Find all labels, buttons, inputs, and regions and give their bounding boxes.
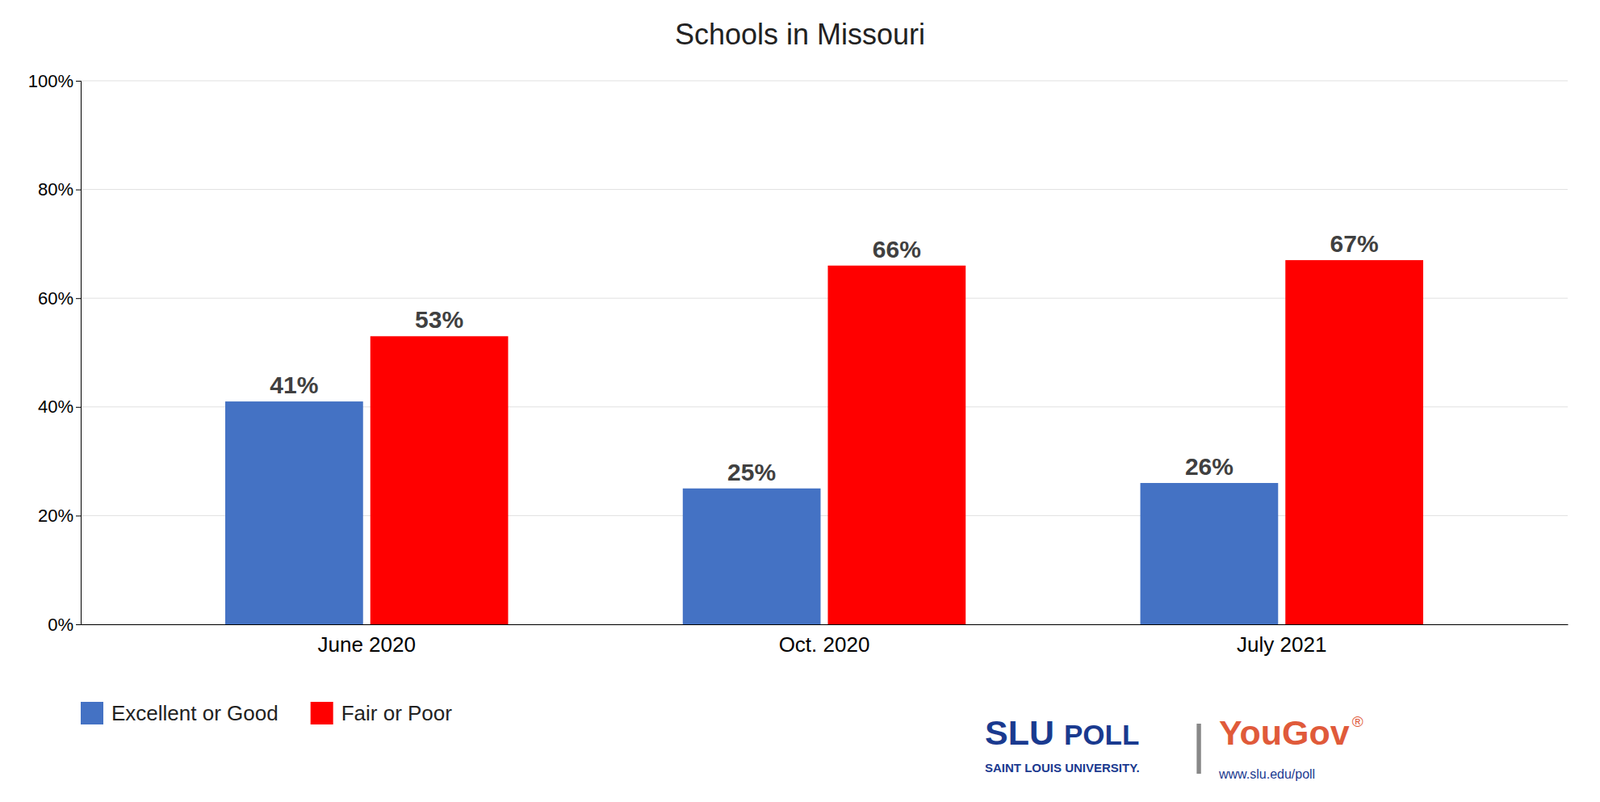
tick: 0% [47,614,81,635]
bar [827,265,966,625]
tick-label: 40% [37,396,74,417]
legend-label: Excellent or Good [111,700,279,725]
logo: SLUPOLL SAINT LOUIS UNIVERSITY. | YouGov® ww… [984,712,1364,781]
data-labels: 41% 25% 26% 53% 66% 67% [269,230,1379,486]
tick-mark [75,80,81,82]
annotation: www.slu.edu/poll [1218,766,1316,781]
data-label: 25% [727,458,776,486]
tick: 100% [28,71,81,92]
data-label: 53% [414,305,464,333]
annotation: POLL [1063,718,1140,750]
legend-item: Fair or Poor [310,700,453,725]
data-label: 41% [269,371,319,398]
tick-label: Oct. 2020 [779,632,871,657]
bar [225,401,364,625]
y-axis: 0% 20% 40% 60% 80% 100% [28,71,82,635]
tick-label: 80% [37,179,74,200]
bar [1140,482,1279,625]
tick: July 2021 [1236,624,1327,657]
legend: Excellent or Good Fair or Poor [80,700,453,725]
tick-mark [75,515,81,516]
data-label: 67% [1330,230,1379,257]
tick-label: July 2021 [1236,632,1327,657]
legend-item: Excellent or Good [80,700,279,725]
title: Schools in Missouri [674,17,926,51]
grid [80,80,1568,625]
annotation: | [1191,713,1206,774]
legend-swatch [80,701,104,725]
grid-line [80,80,1568,82]
bars [225,259,1424,625]
annotation: SAINT LOUIS UNIVERSITY. [984,760,1140,775]
axis-line [75,81,82,625]
legend-swatch [310,701,334,725]
grid-line [80,188,1568,190]
tick-mark [75,189,81,191]
tick: 40% [37,396,81,417]
tick: 60% [37,288,81,309]
x-axis: June 2020 Oct. 2020 July 2021 [81,624,1569,657]
tick: 80% [37,179,81,200]
bar [370,335,509,625]
plot: 0% 20% 40% 60% 80% 100% 41% 25% 26% 53% 66% 67% June… [28,71,1569,658]
annotation: SLU [984,712,1055,752]
legend-label: Fair or Poor [341,700,453,725]
bar [1285,259,1424,625]
bar [682,488,821,625]
data-label: 26% [1185,452,1234,480]
tick-label: 0% [47,614,74,635]
annotation: ® [1352,712,1364,730]
tick: Oct. 2020 [779,624,871,657]
tick-mark [75,406,81,408]
tick-label: 60% [37,288,74,309]
tick: 20% [37,505,81,526]
tick-label: 100% [28,71,74,92]
chart: Schools in Missouri 0% 20% 40% 60% 80% 100% 41%… [0,0,1600,802]
tick-mark [75,624,81,625]
annotation: YouGov [1218,712,1350,752]
axis-line [81,624,1569,625]
tick-label: June 2020 [318,632,416,657]
tick-label: 20% [37,505,74,526]
tick: June 2020 [318,624,416,657]
data-label: 66% [872,235,922,263]
tick-mark [75,297,81,299]
